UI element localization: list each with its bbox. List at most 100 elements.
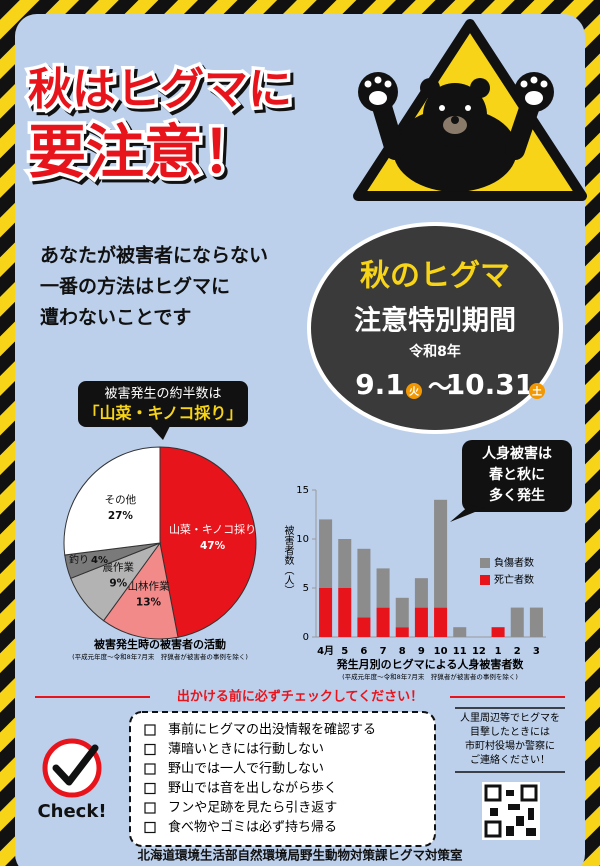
slice-value: 27% (108, 510, 134, 522)
bar (338, 588, 352, 637)
y-axis-label: 被害者数（人） (282, 524, 294, 595)
bar (395, 597, 409, 628)
y-tick-label: 15 (296, 485, 309, 496)
bar (357, 617, 371, 637)
period-year: 令和8年 (408, 343, 461, 360)
x-tick-label: 12 (472, 646, 486, 657)
bar-note: (平成元年度～令和8年7月末 狩猟者が被害者の事例を除く) (342, 672, 518, 681)
qr-code (482, 782, 540, 840)
slice-label: 農作業 (103, 560, 135, 573)
bar (395, 627, 409, 637)
x-tick-label: 7 (380, 646, 387, 657)
period-start: 9.1 (355, 368, 405, 401)
callout-text: 「山菜・キノコ採り」 (84, 404, 243, 423)
x-tick-label: 3 (533, 646, 540, 657)
bar (357, 548, 371, 618)
x-tick-label: 4月 (317, 645, 334, 657)
contact-text: 目撃したときには (470, 725, 550, 738)
bar (434, 499, 448, 608)
checklist-item: 野山では一人で行動しない (168, 762, 324, 777)
lead-text: 遭わないことです (40, 307, 191, 329)
checkbox (144, 743, 156, 756)
checkbox (144, 724, 156, 736)
x-tick-label: 11 (453, 646, 467, 657)
slice-label: 釣り (69, 553, 89, 566)
bar-callout: 人身被害は 春と秋に 多く発生 (450, 440, 572, 522)
contact-text: 人里周辺等でヒグマを (460, 711, 560, 724)
checklist-item: フンや足跡を見たら引き返す (168, 800, 337, 816)
bar (376, 607, 390, 637)
check-badge: Check! (37, 738, 107, 822)
bar (319, 519, 333, 588)
checklist-item: 事前にヒグマの出没情報を確認する (168, 722, 376, 738)
pie-title: 被害発生時の被害者の活動 (94, 637, 226, 651)
bar (434, 607, 448, 637)
pie-slice (159, 446, 257, 638)
bar (529, 607, 543, 637)
period-badge: 秋のヒグマ 注意特別期間 令和8年 9.1 火 ～ 10.31 土 (307, 222, 563, 434)
title: 要注意！ (28, 118, 260, 186)
slice-label: その他 (105, 493, 137, 506)
checklist-item: 食べ物やゴミは必ず持ち帰る (168, 819, 337, 835)
bar (453, 627, 467, 637)
checklist-item: 野山では音を出しながら歩く (168, 780, 337, 796)
y-tick-label: 10 (296, 534, 309, 545)
footer: 北海道環境生活部自然環境局野生動物対策課ヒグマ対策室 (137, 848, 463, 863)
period-subtitle: 注意特別期間 (354, 305, 516, 337)
period-day: 火 (409, 386, 420, 398)
period-separator: ～ (428, 373, 452, 401)
bar-title: 発生月別のヒグマによる人身被害者数 (336, 657, 525, 671)
callout-text: 被害発生の約半数は (104, 386, 221, 402)
x-tick-label: 8 (399, 646, 406, 657)
checklist-items: 事前にヒグマの出没情報を確認する薄暗いときには行動しない野山では一人で行動しない… (144, 722, 376, 835)
lead-text: 一番の方法はヒグマに (40, 275, 230, 298)
callout-text: 多く発生 (489, 487, 545, 504)
slice-value: 47% (200, 540, 226, 552)
lead-text: あなたが被害者にならない (40, 244, 268, 267)
x-tick-label: 6 (360, 646, 367, 657)
checkbox (144, 821, 156, 834)
bar (338, 539, 352, 588)
slice-value: 4% (91, 555, 108, 566)
legend-swatch (480, 575, 490, 585)
checkbox (144, 763, 156, 775)
x-tick-label: 10 (434, 646, 448, 657)
pie-slice (102, 541, 179, 640)
y-tick-label: 0 (303, 632, 309, 643)
x-tick-label: 1 (495, 646, 502, 657)
bar (376, 568, 390, 608)
bar (491, 627, 505, 637)
legend-swatch (480, 558, 490, 568)
slice-label: 山林作業 (127, 580, 169, 593)
legend-label: 死亡者数 (494, 573, 534, 586)
x-tick-label: 2 (514, 646, 521, 657)
checklist-box (129, 711, 436, 847)
x-tick-label: 9 (418, 646, 425, 657)
title: 秋はヒグマに (28, 64, 292, 115)
x-tick-label: 5 (341, 646, 348, 657)
period-day: 土 (532, 385, 542, 398)
bar (510, 607, 524, 637)
slice-label: 山菜・キノコ採り (169, 522, 256, 536)
slice-value: 13% (136, 597, 162, 609)
pie-note: (平成元年度～令和8年7月末 狩猟者が被害者の事例を除く) (72, 652, 248, 661)
bear-sign (353, 19, 587, 201)
pie-slice (63, 446, 161, 556)
checklist-heading: 出かける前に必ずチェックしてください！ (177, 689, 423, 705)
bar (414, 578, 428, 608)
contact-text: ご連絡ください！ (470, 753, 550, 766)
callout-text: 春と秋に (488, 466, 545, 483)
callout-text: 人身被害は (482, 445, 552, 462)
period-end: 10.31 (446, 368, 535, 401)
check-badge-text: Check! (37, 801, 106, 822)
bar (414, 607, 428, 637)
y-tick-label: 5 (303, 583, 309, 594)
contact-text: 市町村役場か警察に (465, 739, 555, 752)
slice-value: 9% (109, 577, 127, 589)
bar (319, 588, 333, 637)
checklist-item: 薄暗いときには行動しない (168, 742, 324, 757)
pie-callout: 被害発生の約半数は 「山菜・キノコ採り」 (78, 381, 248, 440)
checkbox (144, 802, 156, 814)
